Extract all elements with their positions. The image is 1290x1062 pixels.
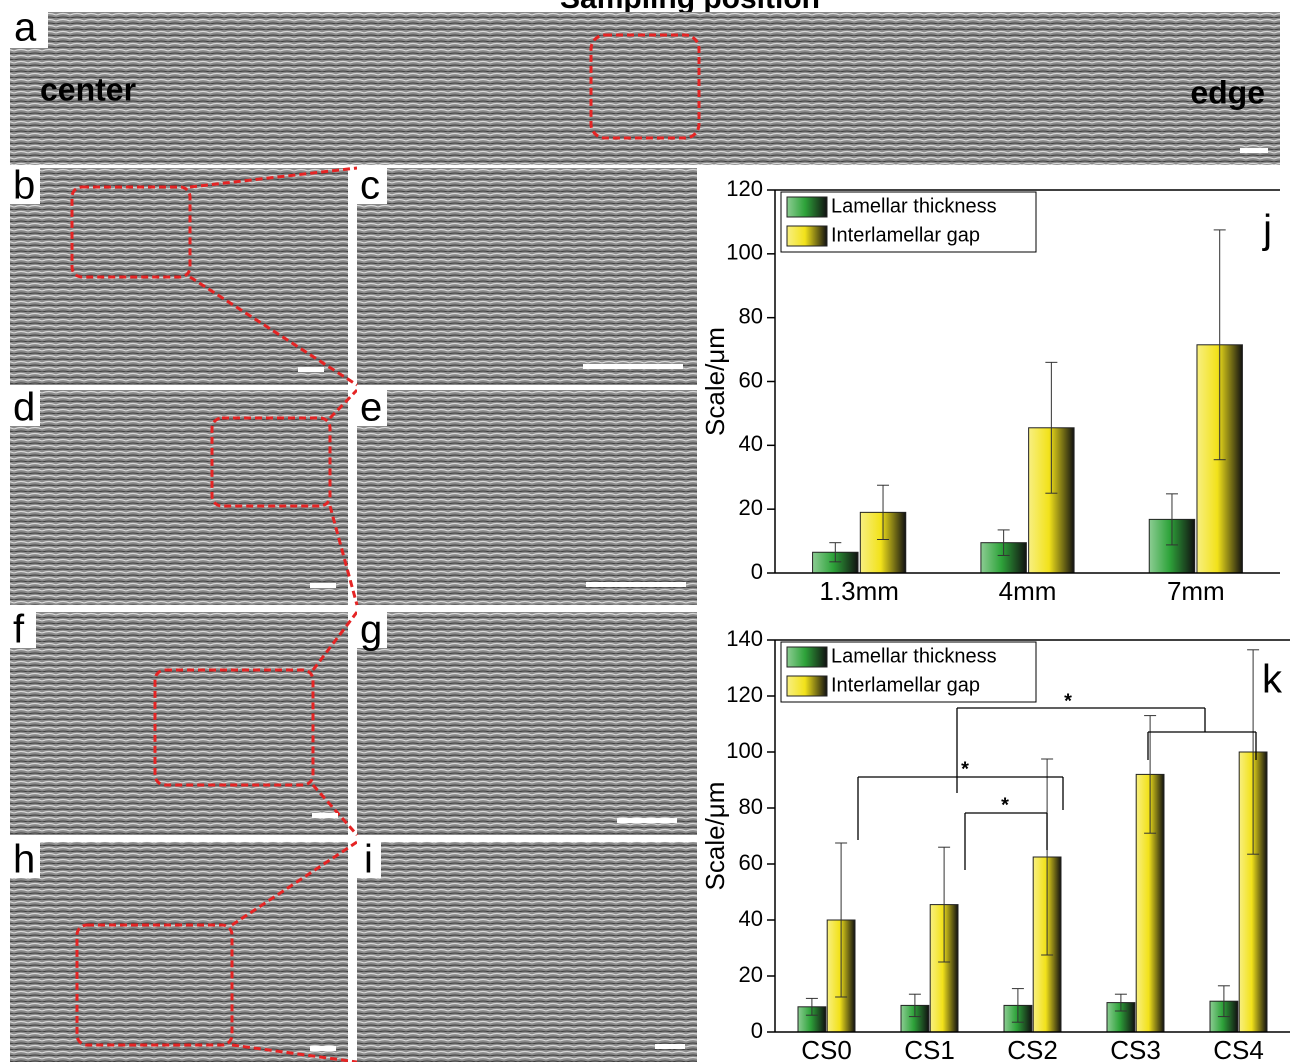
image-c xyxy=(357,168,697,385)
y-tick-label: 80 xyxy=(739,794,763,819)
x-tick-label: CS3 xyxy=(1110,1035,1161,1062)
sem-panels: a b c d e f g h i center edge xyxy=(10,6,1280,1062)
panel-letter: e xyxy=(360,386,382,430)
image-g xyxy=(357,612,697,835)
y-tick-label: 80 xyxy=(739,303,763,328)
image-e xyxy=(357,390,697,605)
significance-star: * xyxy=(961,758,969,780)
significance-star: * xyxy=(1064,690,1072,712)
panel-letter: c xyxy=(360,164,380,208)
x-tick-label: 1.3mm xyxy=(819,576,898,606)
x-tick-label: CS1 xyxy=(904,1035,955,1062)
y-tick-label: 40 xyxy=(739,906,763,931)
y-tick-label: 120 xyxy=(726,176,763,201)
y-tick-label: 100 xyxy=(726,738,763,763)
y-tick-label: 60 xyxy=(739,850,763,875)
y-tick-label: 0 xyxy=(751,559,763,584)
y-tick-label: 140 xyxy=(726,626,763,651)
y-axis-label: Scale/μm xyxy=(700,327,730,436)
legend-swatch xyxy=(787,676,827,696)
image-d xyxy=(10,390,348,605)
y-tick-label: 20 xyxy=(739,962,763,987)
image-h xyxy=(10,842,348,1062)
legend-swatch xyxy=(787,197,827,217)
panel-letter: h xyxy=(13,838,35,882)
panel-letter: j xyxy=(1262,208,1272,252)
x-tick-label: CS4 xyxy=(1213,1035,1264,1062)
panel-letter: d xyxy=(13,386,35,430)
figure: Sampling position xyxy=(0,0,1290,1062)
image-i xyxy=(357,842,697,1062)
legend-label: Lamellar thickness xyxy=(831,645,997,667)
x-tick-label: 4mm xyxy=(999,576,1057,606)
legend-swatch xyxy=(787,226,827,246)
x-tick-label: CS2 xyxy=(1007,1035,1058,1062)
y-tick-label: 100 xyxy=(726,240,763,265)
legend-label: Interlamellar gap xyxy=(831,224,980,246)
y-axis-label: Scale/μm xyxy=(700,782,730,891)
panel-letter: a xyxy=(14,6,37,50)
page: {"figure": {"title": "Sampling position"… xyxy=(0,0,1290,1062)
panel-letter: i xyxy=(364,838,373,882)
y-tick-label: 0 xyxy=(751,1018,763,1043)
x-tick-label: 7mm xyxy=(1167,576,1225,606)
significance-star: * xyxy=(1001,794,1009,816)
y-tick-label: 40 xyxy=(739,431,763,456)
y-tick-label: 20 xyxy=(739,495,763,520)
panel-letter: k xyxy=(1262,658,1283,702)
panel-letter: b xyxy=(13,164,35,208)
legend-swatch xyxy=(787,647,827,667)
center-label: center xyxy=(40,71,136,107)
panel-letter: f xyxy=(13,608,25,652)
legend-label: Lamellar thickness xyxy=(831,195,997,217)
x-tick-label: CS0 xyxy=(801,1035,852,1062)
y-tick-label: 120 xyxy=(726,682,763,707)
edge-label: edge xyxy=(1190,74,1265,110)
y-tick-label: 60 xyxy=(739,367,763,392)
image-f xyxy=(10,612,348,835)
legend-label: Interlamellar gap xyxy=(831,674,980,696)
panel-letter: g xyxy=(360,608,382,652)
